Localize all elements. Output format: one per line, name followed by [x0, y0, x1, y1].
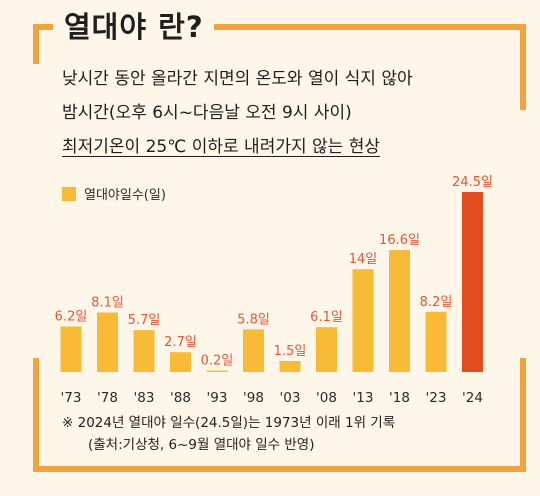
- x-tick-label: '08: [316, 390, 337, 406]
- bar-83: [133, 330, 155, 372]
- x-tick-label: '88: [170, 390, 191, 406]
- bar-24: [462, 192, 483, 372]
- value-label: 6.1일: [310, 310, 343, 325]
- value-label: 2.7일: [164, 335, 197, 350]
- footnote-source: (출처:기상청, 6~9월 열대야 일수 반영): [88, 437, 315, 453]
- value-label: 5.7일: [128, 313, 161, 328]
- value-label: 1.5일: [274, 344, 307, 359]
- description-line-2: 밤시간(오후 6시~다음날 오전 9시 사이): [62, 103, 352, 123]
- bar-73: [60, 326, 82, 372]
- legend-swatch: [62, 186, 76, 201]
- footnotes: ※ 2024년 열대야 일수(24.5일)는 1973년 이래 1위 기록 (출…: [62, 412, 395, 456]
- value-label: 8.1일: [91, 295, 124, 310]
- x-tick-label: '24: [462, 390, 483, 406]
- bar-98: [243, 329, 264, 372]
- bar-13: [352, 269, 374, 372]
- x-tick-label: '93: [207, 390, 228, 406]
- value-label: 5.8일: [237, 312, 270, 327]
- x-tick-label: '18: [389, 390, 410, 406]
- frame-bottom: [33, 466, 526, 472]
- page-title: 열대야 란?: [58, 4, 210, 46]
- value-label: 6.2일: [55, 309, 88, 324]
- frame-top-right: [214, 24, 526, 30]
- x-tick-label: '73: [61, 390, 82, 406]
- x-tick-label: '13: [353, 390, 374, 406]
- x-tick-label: '03: [280, 390, 301, 406]
- bar-93: [206, 370, 228, 372]
- x-tick-label: '83: [134, 390, 155, 406]
- value-label: 24.5일: [452, 175, 493, 190]
- frame-left-top: [33, 24, 39, 64]
- description-line-3: 최저기온이 25℃ 이하로 내려가지 않는 현상: [62, 137, 380, 157]
- value-label: 14일: [349, 252, 378, 267]
- frame-right-bottom: [520, 358, 526, 472]
- value-label: 16.6일: [379, 233, 420, 248]
- bar-23: [425, 311, 447, 372]
- footnote-record: ※ 2024년 열대야 일수(24.5일)는 1973년 이래 1위 기록: [62, 415, 396, 431]
- frame-left-bottom: [33, 358, 39, 472]
- frame-top-left: [33, 24, 53, 30]
- x-tick-label: '78: [97, 390, 118, 406]
- legend-label: 열대야일수(일): [84, 188, 166, 203]
- x-tick-label: '23: [426, 390, 447, 406]
- x-tick-label: '98: [243, 390, 264, 406]
- bar-08: [316, 327, 337, 372]
- bar-78: [97, 312, 118, 372]
- frame-right-top: [520, 24, 526, 110]
- bar-18: [389, 250, 410, 372]
- bar-03: [279, 360, 301, 372]
- bar-88: [170, 352, 191, 372]
- value-label: 8.2일: [420, 295, 453, 310]
- value-label: 0.2일: [201, 354, 234, 369]
- description-line-1: 낮시간 동안 올라간 지면의 온도와 열이 식지 않아: [62, 69, 413, 89]
- chart-legend: 열대야일수(일): [62, 184, 166, 203]
